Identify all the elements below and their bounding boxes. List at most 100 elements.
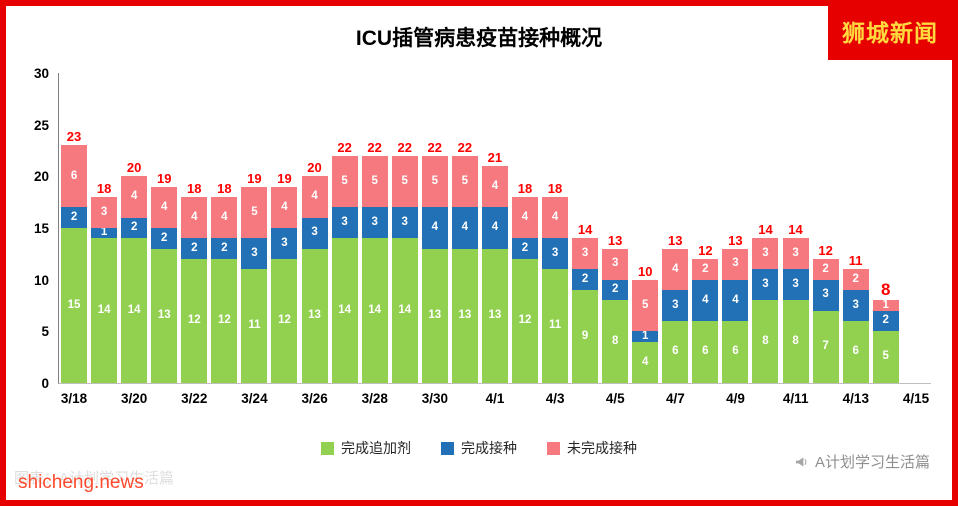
bar-total-label: 12 [698, 243, 713, 259]
segment-booster: 12 [271, 259, 298, 383]
segment-unvaccinated: 4 [511, 197, 538, 239]
segment-booster: 8 [602, 300, 629, 383]
segment-unvaccinated: 5 [391, 155, 418, 208]
segment-booster: 9 [572, 290, 599, 383]
legend-label: 完成追加剂 [341, 440, 411, 456]
bar-3/23: 18 4 2 12 [209, 182, 239, 383]
x-tick-label: 4/3 [545, 391, 565, 406]
segment-booster: 6 [692, 321, 719, 383]
bar-3/31: 22 5 4 13 [450, 141, 480, 383]
bar-total-label: 23 [66, 129, 82, 145]
x-tick-label: 4/15 [902, 391, 930, 406]
bar-total-label: 19 [156, 170, 172, 186]
bar-total-label: 13 [607, 232, 623, 248]
bar-3/22: 18 4 2 12 [179, 182, 209, 383]
segment-vaccinated: 2 [181, 238, 208, 259]
bar-total-label: 14 [758, 222, 773, 238]
segment-unvaccinated: 1 [872, 300, 899, 311]
x-tick-label: 3/20 [121, 391, 148, 406]
legend-swatch-booster [321, 441, 334, 455]
bar-total-label: 21 [487, 150, 503, 166]
segment-booster: 13 [451, 248, 478, 383]
segment-booster: 12 [511, 259, 538, 383]
segment-unvaccinated: 5 [632, 279, 659, 332]
segment-unvaccinated: 3 [602, 248, 629, 280]
x-tick-label: 4/13 [842, 391, 869, 406]
legend-item-vaccinated: 完成接种 [441, 438, 517, 458]
watermark-faint: 图表：A计划学习生活篇 [14, 470, 175, 487]
segment-vaccinated: 1 [632, 331, 659, 342]
segment-vaccinated: 3 [752, 269, 779, 301]
bar-3/26: 20 4 3 13 [300, 161, 330, 383]
segment-unvaccinated: 4 [271, 186, 298, 228]
segment-vaccinated: 3 [391, 207, 418, 239]
segment-unvaccinated: 4 [481, 166, 508, 208]
segment-vaccinated: 4 [421, 207, 448, 249]
segment-unvaccinated: 5 [241, 186, 268, 239]
bar-total-label: 20 [307, 160, 322, 176]
segment-unvaccinated: 4 [662, 248, 689, 290]
segment-vaccinated: 2 [151, 228, 178, 249]
segment-booster: 13 [481, 248, 508, 383]
segment-vaccinated: 2 [61, 207, 88, 228]
bar-total-label: 13 [668, 232, 683, 248]
segment-vaccinated: 4 [722, 279, 749, 321]
bar-total-label: 10 [637, 263, 653, 279]
y-tick-label: 20 [33, 169, 49, 185]
segment-vaccinated: 3 [271, 228, 298, 259]
segment-vaccinated: 3 [842, 290, 869, 321]
bar-3/18: 23 6 2 15 [59, 130, 89, 383]
segment-vaccinated: 3 [782, 269, 809, 301]
segment-vaccinated: 2 [872, 310, 899, 332]
segment-unvaccinated: 2 [812, 259, 839, 280]
segment-booster: 14 [331, 238, 358, 383]
x-tick-label: 3/24 [241, 391, 268, 406]
bar-total-label: 18 [547, 181, 563, 197]
x-tick-label: 3/30 [421, 391, 448, 406]
segment-booster: 8 [752, 300, 779, 383]
bar-4/8: 12 2 4 6 [690, 244, 720, 383]
bar-4/5: 13 3 2 8 [600, 234, 630, 383]
legend-item-booster: 完成追加剂 [321, 438, 411, 458]
segment-vaccinated: 3 [361, 207, 388, 239]
bar-4/7: 13 4 3 6 [660, 234, 690, 383]
segment-unvaccinated: 4 [301, 176, 328, 218]
segment-vaccinated: 3 [662, 290, 689, 321]
segment-vaccinated: 3 [812, 279, 839, 311]
x-tick-label: 4/7 [666, 391, 685, 406]
bar-total-label: 8 [880, 280, 891, 300]
legend-label: 完成接种 [461, 440, 517, 456]
segment-unvaccinated: 3 [91, 197, 118, 229]
x-tick-label: 4/5 [605, 391, 625, 406]
segment-vaccinated: 4 [451, 207, 478, 249]
bar-total-label: 14 [577, 222, 593, 238]
bar-3/21: 19 4 2 13 [149, 172, 179, 383]
segment-booster: 13 [301, 248, 328, 383]
bar-total-label: 18 [517, 181, 533, 197]
x-tick-label: 3/18 [60, 391, 88, 406]
legend-label: 未完成接种 [567, 440, 637, 456]
segment-booster: 13 [151, 248, 178, 383]
x-tick-label: 4/9 [726, 391, 745, 406]
legend: 完成追加剂 完成接种 未完成接种 [6, 438, 952, 458]
bar-total-label: 22 [367, 139, 382, 155]
segment-booster: 12 [211, 259, 238, 383]
y-tick-label: 30 [33, 66, 49, 81]
segment-booster: 15 [61, 228, 88, 383]
watermark-channel: A计划学习生活篇 [794, 451, 930, 472]
bar-4/3: 18 4 3 11 [540, 182, 570, 383]
bar-3/24: 19 5 3 11 [239, 172, 269, 383]
segment-vaccinated: 3 [301, 217, 328, 249]
bar-4/13: 11 2 3 6 [841, 254, 871, 383]
channel-name: A计划学习生活篇 [814, 454, 930, 471]
segment-vaccinated: 3 [241, 238, 268, 270]
segment-booster: 6 [662, 321, 689, 383]
segment-booster: 14 [361, 238, 388, 383]
bar-4/4: 14 3 2 9 [570, 223, 600, 383]
bar-4/11: 14 3 3 8 [781, 223, 811, 383]
segment-unvaccinated: 4 [211, 197, 238, 239]
y-tick-label: 10 [33, 272, 49, 288]
bar-total-label: 18 [187, 181, 202, 197]
bar-4/6: 10 5 1 4 [630, 265, 660, 383]
